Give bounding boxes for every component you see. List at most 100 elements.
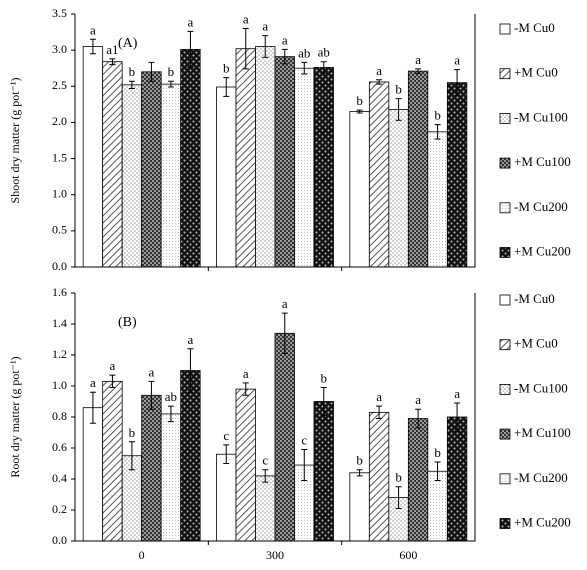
legend-label: +M Cu0 (514, 65, 558, 80)
error-bar (356, 469, 363, 477)
error-bar (89, 391, 96, 424)
legend-label: -M Cu100 (514, 380, 568, 395)
error-bar (434, 461, 441, 482)
y-axis-label: Shoot dry matter (g pot⁻¹) (8, 78, 22, 204)
y-tick-label: 2.5 (52, 78, 67, 92)
x-tick-label: 0 (139, 548, 145, 562)
significance-letter: a (376, 63, 382, 78)
legend-label: +M Cu0 (514, 336, 558, 351)
axis-frame (74, 14, 476, 268)
bar (274, 56, 295, 268)
error-bar (281, 312, 288, 354)
significance-letter: a (188, 332, 194, 347)
panel-label: (A) (118, 36, 138, 51)
error-bar (415, 408, 422, 429)
bar (407, 70, 429, 268)
bar (180, 370, 201, 542)
significance-letter: c (223, 428, 229, 443)
legend-swatch (499, 113, 511, 124)
bar (427, 131, 448, 268)
significance-letter: a1 (106, 42, 118, 57)
legend-swatch (499, 294, 511, 306)
bar (446, 416, 468, 542)
error-bar (89, 38, 96, 55)
error-bar (301, 61, 308, 75)
y-tick-label: 3.0 (52, 42, 67, 56)
bar (255, 475, 276, 542)
error-bar (109, 58, 116, 66)
significance-letter: a (90, 22, 96, 37)
y-axis-label: Root dry matter (g pot⁻¹) (8, 356, 22, 477)
error-bar (395, 98, 402, 121)
bar (160, 83, 182, 268)
y-tick-label: 1.4 (52, 316, 67, 330)
x-tick-label: 300 (266, 548, 284, 562)
error-bar (242, 27, 249, 70)
axis-frame (74, 293, 476, 542)
y-tick-label: 0.4 (52, 471, 67, 485)
y-tick-label: 0.5 (52, 223, 67, 237)
significance-letter: b (434, 445, 441, 460)
legend-swatch (499, 157, 511, 169)
legend-label: -M Cu100 (514, 109, 568, 124)
error-bar (128, 441, 135, 471)
legend-label: +M Cu100 (514, 425, 571, 440)
significance-letter: a (243, 366, 249, 381)
bar (82, 407, 104, 542)
bar (141, 71, 162, 268)
y-tick-label: 0.2 (52, 502, 67, 516)
legend-label: +M Cu200 (514, 514, 571, 529)
error-bar (128, 80, 135, 89)
legend-label: +M Cu100 (514, 154, 571, 169)
significance-letter: b (395, 82, 402, 97)
significance-letter: a (282, 296, 288, 311)
bar (160, 413, 182, 542)
error-bar (301, 449, 308, 482)
legend-swatch (499, 68, 511, 80)
bar (121, 84, 143, 268)
y-tick-label: 0.0 (52, 259, 67, 273)
legend-label: -M Cu0 (514, 20, 555, 35)
error-bar (148, 61, 155, 82)
legend-label: +M Cu200 (514, 243, 571, 258)
significance-letter: a (376, 389, 382, 404)
significance-letter: b (223, 61, 230, 76)
error-bar (434, 124, 441, 140)
legend-swatch (499, 202, 511, 214)
significance-letter: c (262, 453, 268, 468)
significance-letter: a (243, 11, 249, 26)
significance-letter: ab (298, 45, 310, 60)
bar (216, 453, 237, 542)
bar (82, 46, 104, 268)
error-bar (223, 77, 230, 97)
significance-letter: b (129, 425, 136, 440)
bar (235, 48, 256, 268)
bar (255, 46, 276, 268)
error-bar (262, 469, 269, 483)
significance-letter: b (168, 64, 175, 79)
bar (349, 111, 370, 268)
bar (141, 394, 162, 542)
y-tick-label: 2.0 (52, 114, 67, 128)
error-bar (167, 80, 174, 88)
bar (368, 81, 390, 268)
error-bar (187, 348, 194, 393)
significance-letter: a (262, 19, 268, 34)
y-tick-label: 0.0 (52, 533, 67, 547)
legend-swatch (499, 473, 511, 485)
bar (235, 388, 256, 542)
significance-letter: a (188, 14, 194, 29)
bar (407, 418, 429, 542)
error-bar (454, 69, 461, 97)
significance-letter: a (415, 52, 421, 67)
legend-label: -M Cu200 (514, 470, 568, 485)
bar (349, 472, 370, 542)
bar (216, 86, 237, 268)
bar (313, 401, 334, 542)
error-bar (320, 387, 327, 416)
bar (446, 82, 468, 268)
error-bar (454, 402, 461, 432)
significance-letter: a (454, 53, 460, 68)
significance-letter: b (321, 371, 328, 386)
